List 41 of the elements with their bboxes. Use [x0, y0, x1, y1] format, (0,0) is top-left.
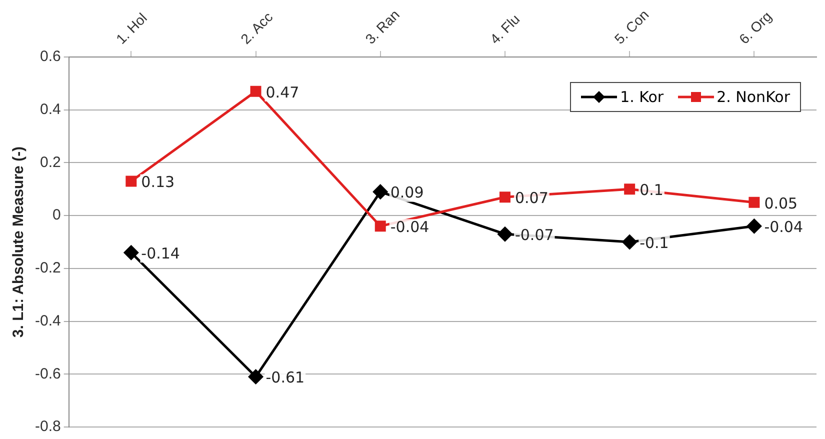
data-label: -0.04: [390, 218, 430, 236]
point: [746, 218, 762, 234]
data-label: -0.07: [514, 226, 554, 244]
x-tick-label: 6. Org: [736, 8, 775, 47]
data-label: 0.09: [390, 184, 424, 202]
data-label: -0.61: [266, 368, 305, 387]
point: [624, 184, 636, 195]
legend-label: 1. Kor: [620, 88, 664, 106]
y-tick-label: 0.6: [40, 48, 61, 66]
point: [248, 370, 264, 384]
x-tick-label: 5. Con: [611, 6, 652, 47]
point: [622, 234, 637, 250]
y-tick-label: -0.4: [34, 312, 61, 330]
y-tick-label: 0.2: [40, 154, 61, 171]
y-tick-label: -0.8: [34, 418, 61, 436]
y-tick-label: -0.2: [34, 260, 61, 277]
y-tick-label: 0.4: [40, 101, 61, 118]
point: [748, 196, 760, 208]
data-label: -0.14: [141, 244, 180, 262]
y-tick-label: -0.6: [34, 365, 61, 382]
y-axis-title: 3. L1: Absolute Measure (-): [10, 146, 28, 338]
data-label: -0.04: [764, 218, 804, 236]
x-tick-label: 4. Flu: [486, 10, 523, 47]
point: [250, 86, 262, 97]
data-label: -0.1: [640, 234, 669, 252]
x-tick-label: 2. Acc: [237, 8, 276, 47]
point: [126, 176, 137, 187]
legend-label: 2. NonKor: [716, 88, 790, 106]
data-label: 0.1: [640, 181, 664, 200]
point: [498, 226, 512, 242]
data-label: 0.07: [514, 188, 548, 207]
point: [373, 184, 388, 200]
data-label: 0.47: [266, 83, 300, 102]
point: [124, 245, 138, 260]
y-tick-label: 0: [52, 206, 61, 224]
point: [374, 220, 386, 232]
data-label: 0.13: [141, 173, 175, 192]
data-label: 0.05: [764, 194, 798, 212]
x-tick-label: 3. Ran: [362, 6, 403, 47]
point: [499, 192, 510, 203]
x-tick-label: 1. Hol: [112, 10, 150, 47]
